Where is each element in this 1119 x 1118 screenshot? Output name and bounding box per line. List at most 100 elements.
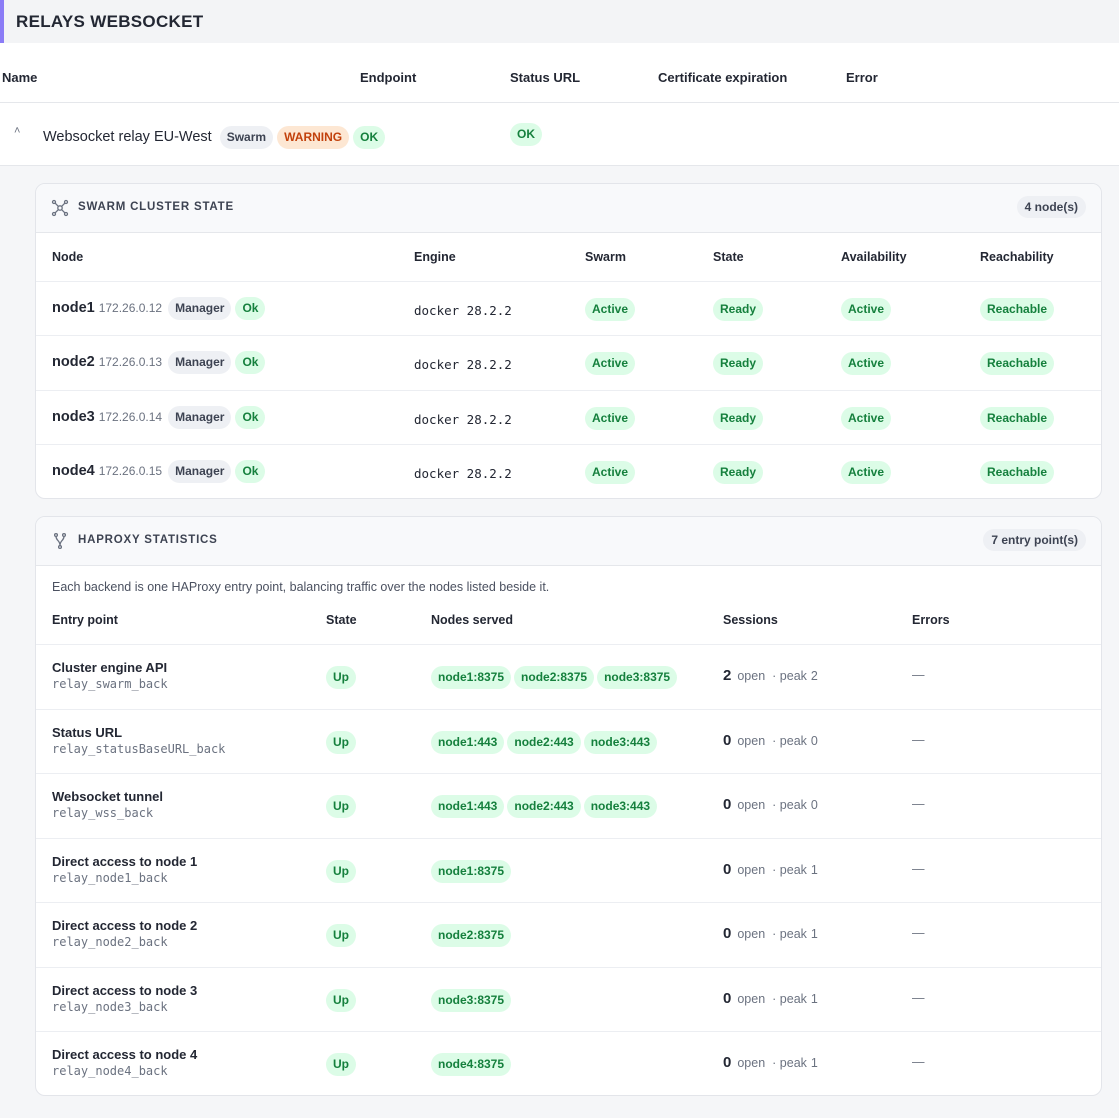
divider <box>0 165 1119 166</box>
sessions-open-label: open <box>737 862 766 877</box>
entry-point-backend: relay_node2_back <box>52 935 168 949</box>
haproxy-card-header: HAPROXY STATISTICS 7 entry point(s) <box>36 517 1101 566</box>
node-served-badge: node3:8375 <box>431 988 512 1012</box>
tag-ok: OK <box>353 126 386 149</box>
table-row: Direct access to node 3 relay_node3_back U… <box>36 966 1101 1031</box>
node-name: node1 <box>52 300 95 316</box>
col-cert: Certificate expiration <box>658 70 788 85</box>
sessions-cell: 0 open · peak 1 <box>723 925 818 942</box>
nodes-served-cell: node1:8375 <box>431 859 514 883</box>
health-badge: Ok <box>235 297 266 320</box>
nodes-served-cell: node1:8375 node2:8375 node3:8375 <box>431 666 680 689</box>
engine-version: docker 28.2.2 <box>414 303 512 318</box>
sessions-cell: 0 open · peak 0 <box>723 732 818 749</box>
tag-swarm: Swarm <box>219 126 274 149</box>
entry-state-badge: Up <box>326 795 356 818</box>
col-endpoint: Endpoint <box>360 70 417 85</box>
node-served-badge: node3:8375 <box>597 666 678 689</box>
sessions-open-label: open <box>737 927 766 941</box>
nodes-served-cell: node4:8375 <box>431 1053 514 1076</box>
sessions-open-label: open <box>737 733 766 748</box>
sessions-peak-count: 0 <box>810 733 818 748</box>
node-name: node2 <box>52 354 95 371</box>
th-nodes-served: Nodes served <box>431 613 513 627</box>
nodes-served-cell: node2:8375 <box>431 924 514 947</box>
sessions-peak-count: 1 <box>810 991 818 1006</box>
sessions-peak-label: · peak <box>772 862 807 877</box>
table-row: node1 172.26.0.12 Manager Ok docker 28.2.2 Ac… <box>36 281 1101 335</box>
swarm-badge: Active <box>585 460 636 484</box>
relay-row[interactable]: ˄ Websocket relay EU-West Swarm WARNING … <box>0 103 1119 165</box>
node-served-badge: node2:443 <box>507 730 581 754</box>
sessions-open-count: 0 <box>723 925 732 942</box>
status-url-badge: OK <box>510 123 542 146</box>
divider <box>0 102 1119 103</box>
th-reachability: Reachability <box>980 250 1054 264</box>
reachability-badge: Reachable <box>980 352 1055 376</box>
swarm-card-header: SWARM CLUSTER STATE 4 node(s) <box>36 184 1101 233</box>
th-engine: Engine <box>414 250 456 264</box>
node-ip: 172.26.0.15 <box>98 463 163 478</box>
entry-point-cell: Direct access to node 4 relay_node4_back <box>52 1047 197 1078</box>
node-served-badge: node3:443 <box>583 795 658 818</box>
sessions-open-count: 0 <box>723 860 732 878</box>
state-badge: Ready <box>713 406 764 430</box>
entry-point-cell: Cluster engine API relay_swarm_back <box>52 660 168 691</box>
fork-icon <box>51 532 69 550</box>
relay-name-text: Websocket relay EU-West <box>43 129 212 145</box>
reachability-badge: Reachable <box>980 460 1055 484</box>
state-badge: Ready <box>713 352 764 376</box>
sessions-peak-label: · peak <box>772 669 807 683</box>
errors-value: — <box>912 797 925 811</box>
sessions-peak-count: 1 <box>810 1056 818 1070</box>
th-ep-state: State <box>326 613 357 627</box>
entry-point-cell: Websocket tunnel relay_wss_back <box>52 789 163 820</box>
engine-version: docker 28.2.2 <box>414 411 512 427</box>
availability-badge: Active <box>841 298 892 321</box>
errors-value: — <box>912 732 925 747</box>
table-row: node4 172.26.0.15 Manager Ok docker 28.2.2 Ac… <box>36 443 1101 498</box>
sessions-open-count: 0 <box>723 731 732 749</box>
nodes-served-cell: node1:443 node2:443 node3:443 <box>431 730 660 754</box>
entry-state-badge: Up <box>326 988 356 1012</box>
swarm-card-title: SWARM CLUSTER STATE <box>78 201 234 213</box>
th-swarm: Swarm <box>585 250 626 264</box>
sessions-peak-label: · peak <box>772 1056 807 1070</box>
sessions-open-label: open <box>737 798 766 812</box>
entry-state-badge: Up <box>326 924 356 947</box>
haproxy-card: HAPROXY STATISTICS 7 entry point(s) Each… <box>35 516 1102 1096</box>
errors-value: — <box>912 1055 925 1069</box>
errors-value: — <box>912 990 925 1005</box>
health-badge: Ok <box>235 351 266 375</box>
sessions-open-count: 0 <box>723 796 732 813</box>
node-cell: node2 172.26.0.13 Manager Ok <box>52 351 266 375</box>
entry-point-title: Direct access to node 4 <box>52 1047 198 1062</box>
errors-value: — <box>912 668 925 682</box>
entry-point-title: Direct access to node 3 <box>52 982 198 998</box>
node-served-badge: node1:443 <box>431 730 505 754</box>
sessions-open-count: 0 <box>723 1054 732 1071</box>
sessions-peak-count: 2 <box>810 669 818 683</box>
th-sessions: Sessions <box>723 613 778 627</box>
col-name: Name <box>2 70 38 85</box>
cluster-icon <box>51 199 69 217</box>
sessions-peak-label: · peak <box>772 991 807 1006</box>
entry-state-badge: Up <box>326 730 356 754</box>
sessions-peak-count: 1 <box>810 927 818 941</box>
entry-point-backend: relay_node3_back <box>52 999 168 1014</box>
entry-state-badge: Up <box>326 859 356 883</box>
sessions-peak-label: · peak <box>772 798 807 812</box>
health-badge: Ok <box>235 459 266 483</box>
node-ip: 172.26.0.13 <box>98 355 163 370</box>
sessions-cell: 0 open · peak 1 <box>723 990 818 1007</box>
nodes-served-cell: node1:443 node2:443 node3:443 <box>431 795 660 818</box>
chevron-up-icon[interactable]: ˄ <box>14 125 21 137</box>
swarm-badge: Active <box>585 298 636 321</box>
sessions-cell: 2 open · peak 2 <box>723 667 818 684</box>
tag-warning: WARNING <box>277 126 350 149</box>
relay-table-header: Name Endpoint Status URL Certificate exp… <box>0 62 1119 92</box>
role-badge: Manager <box>168 459 232 483</box>
table-row: Websocket tunnel relay_wss_back Up node1:44… <box>36 773 1101 837</box>
entry-point-cell: Direct access to node 2 relay_node2_back <box>52 918 197 949</box>
th-availability: Availability <box>841 250 907 264</box>
